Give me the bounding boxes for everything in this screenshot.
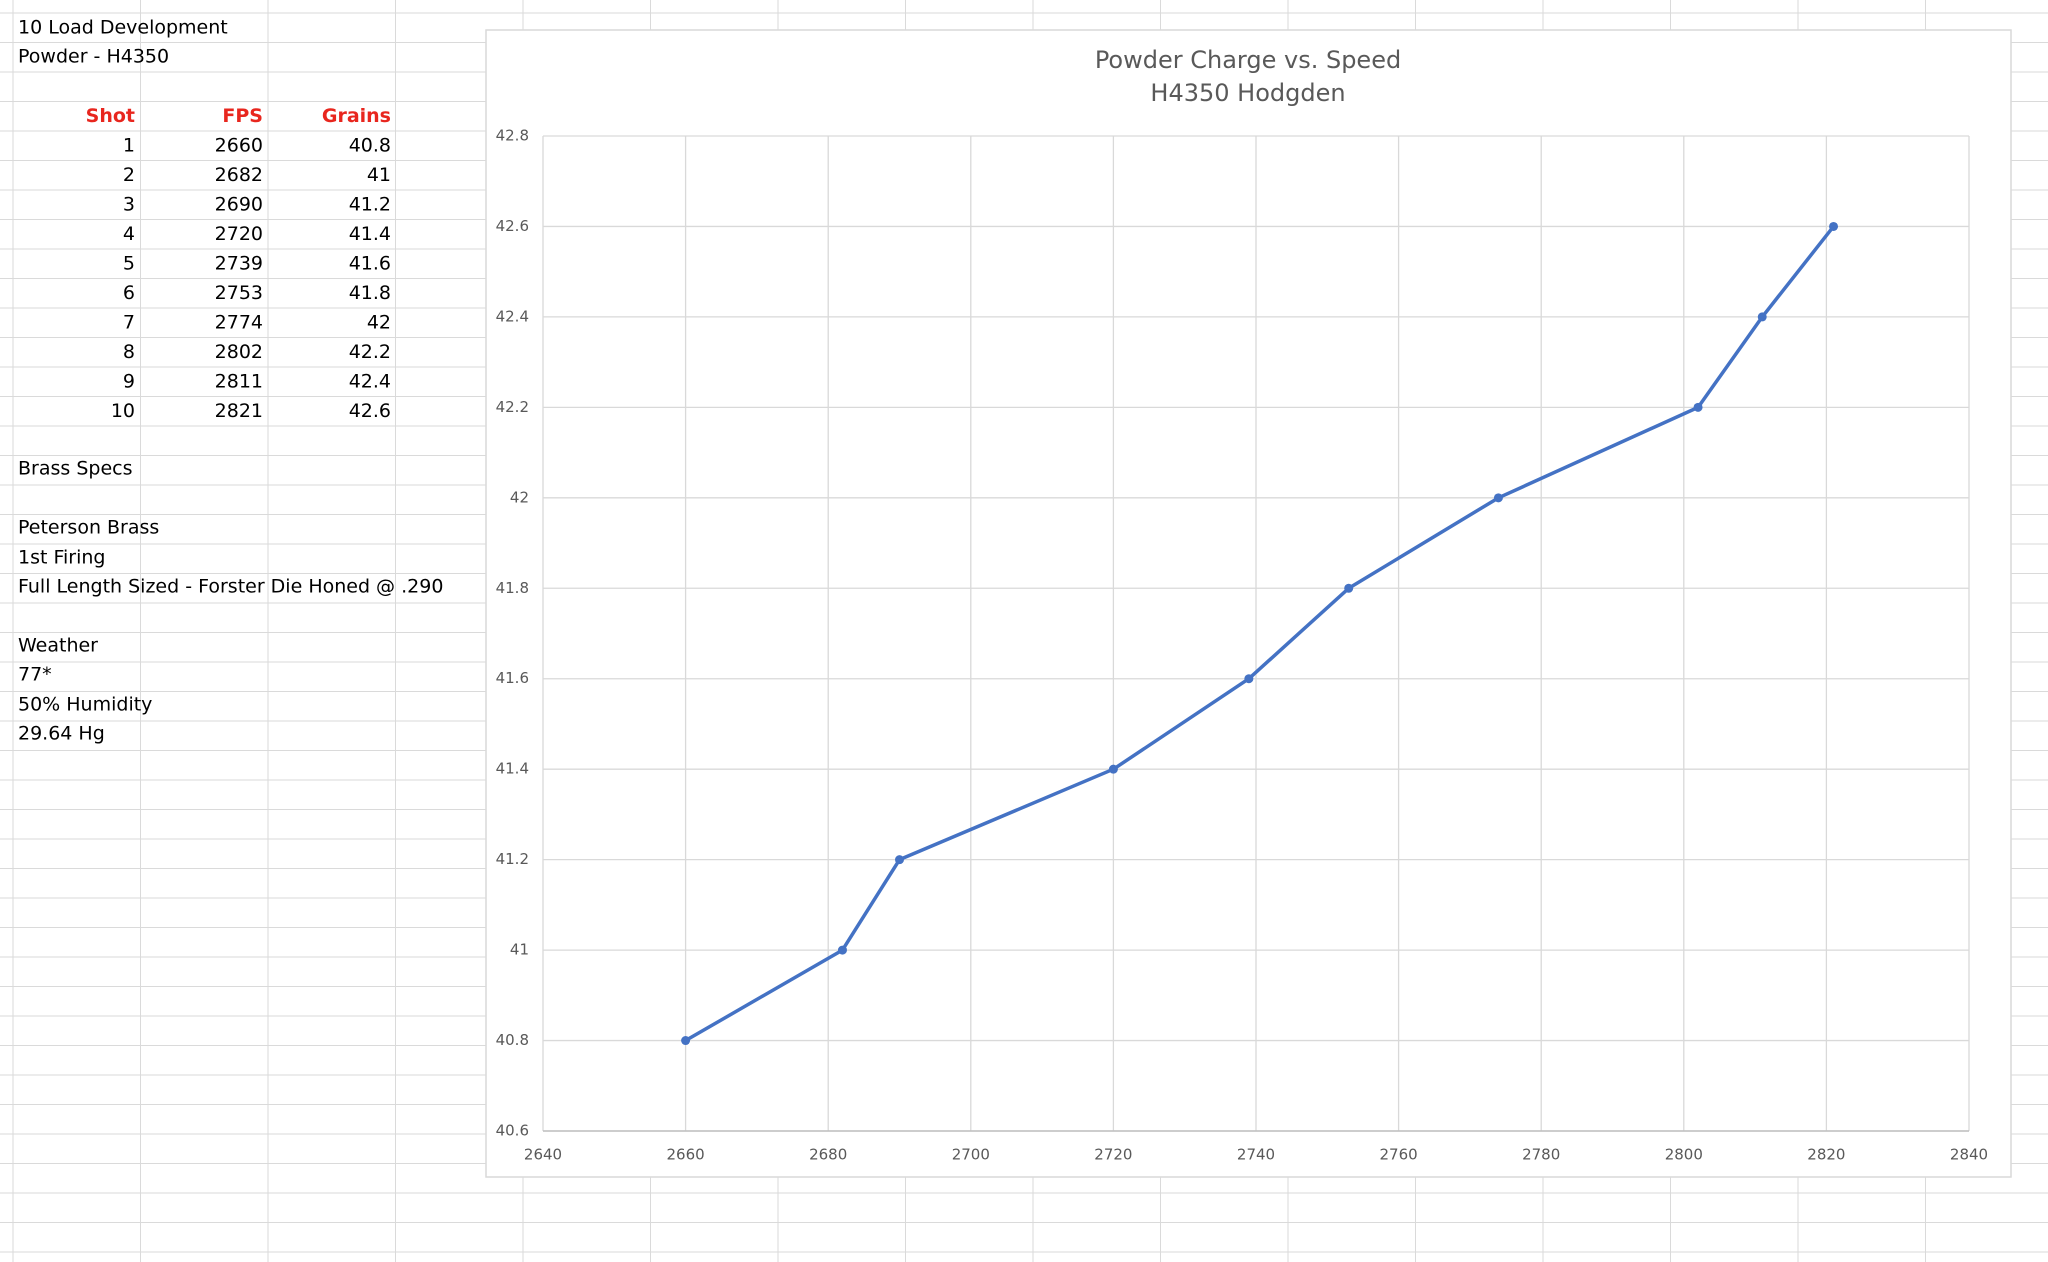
cell[interactable]: Peterson Brass (18, 517, 159, 539)
cell: 2 (123, 164, 135, 186)
data-point (1693, 402, 1703, 412)
column-header: Shot (86, 105, 135, 127)
x-tick-label: 2800 (1665, 1146, 1703, 1164)
y-tick-label: 42.8 (496, 127, 529, 145)
x-tick-label: 2700 (952, 1146, 990, 1164)
data-point (681, 1036, 691, 1046)
x-tick-label: 2740 (1237, 1146, 1275, 1164)
data-point (1493, 493, 1503, 503)
cell: 2802 (215, 341, 263, 363)
cell: 4 (123, 223, 135, 245)
cell: 9 (123, 370, 135, 392)
x-tick-label: 2660 (667, 1146, 705, 1164)
y-tick-label: 42.2 (496, 398, 529, 416)
chart-subtitle: H4350 Hodgden (1150, 79, 1345, 107)
cell: 10 (111, 400, 135, 422)
cell: 41 (367, 164, 391, 186)
cell: 2774 (215, 311, 263, 333)
cell: 40.8 (349, 134, 391, 156)
y-tick-label: 40.6 (496, 1122, 529, 1140)
cell: 42.6 (349, 400, 391, 422)
cell: 41.8 (349, 282, 391, 304)
data-point (1829, 221, 1839, 231)
cell: 41.2 (349, 193, 391, 215)
cell: 2753 (215, 282, 263, 304)
chart-area[interactable] (485, 29, 2012, 1178)
cell: 2811 (215, 370, 263, 392)
y-tick-label: 41.6 (496, 669, 529, 687)
cell: 2739 (215, 252, 263, 274)
cell: 42.2 (349, 341, 391, 363)
y-tick-label: 41 (510, 941, 529, 959)
cell: 2720 (215, 223, 263, 245)
x-tick-label: 2780 (1522, 1146, 1560, 1164)
x-tick-label: 2760 (1380, 1146, 1418, 1164)
y-tick-label: 41.4 (496, 760, 529, 778)
cell[interactable]: 50% Humidity (18, 694, 152, 716)
x-tick-label: 2840 (1950, 1146, 1988, 1164)
data-line (684, 225, 1835, 1043)
x-tick-label: 2640 (524, 1146, 562, 1164)
cell: 2660 (215, 134, 263, 156)
data-point (1108, 764, 1118, 774)
y-tick-label: 40.8 (496, 1031, 529, 1049)
cell[interactable]: 10 Load Development (18, 17, 228, 39)
column-header: Grains (322, 105, 391, 127)
cell: 2682 (215, 164, 263, 186)
cell: 2690 (215, 193, 263, 215)
cell[interactable]: Brass Specs (18, 458, 132, 480)
data-point (1344, 583, 1354, 593)
cell[interactable]: 77* (18, 664, 52, 686)
cell: 8 (123, 341, 135, 363)
x-tick-label: 2720 (1094, 1146, 1132, 1164)
cell: 3 (123, 193, 135, 215)
cell[interactable]: Powder - H4350 (18, 46, 169, 68)
y-tick-label: 42 (510, 488, 529, 506)
cell[interactable]: 29.64 Hg (18, 723, 105, 745)
chart-title: Powder Charge vs. Speed (1095, 46, 1401, 74)
data-point (837, 945, 847, 955)
cell: 5 (123, 252, 135, 274)
cell[interactable]: Weather (18, 635, 98, 657)
x-tick-label: 2680 (809, 1146, 847, 1164)
data-point (895, 855, 904, 865)
cell: 2821 (215, 400, 263, 422)
cell: 6 (123, 282, 135, 304)
column-header: FPS (222, 105, 263, 127)
y-tick-label: 42.6 (496, 217, 529, 235)
x-tick-label: 2820 (1807, 1146, 1845, 1164)
cell[interactable]: Full Length Sized - Forster Die Honed @ … (18, 576, 443, 598)
cells: 10 Load Development Powder - H4350 Brass… (18, 17, 443, 745)
cell: 7 (123, 311, 135, 333)
y-tick-label: 41.2 (496, 850, 529, 868)
y-tick-label: 42.4 (496, 307, 529, 325)
y-tick-label: 41.8 (496, 579, 529, 597)
cell: 41.6 (349, 252, 391, 274)
data-point (1757, 312, 1767, 322)
data-point (1244, 674, 1254, 684)
cell[interactable]: 1st Firing (18, 547, 106, 569)
cell: 1 (123, 134, 135, 156)
cell: 41.4 (349, 223, 391, 245)
cell: 42.4 (349, 370, 391, 392)
cell: 42 (367, 311, 391, 333)
